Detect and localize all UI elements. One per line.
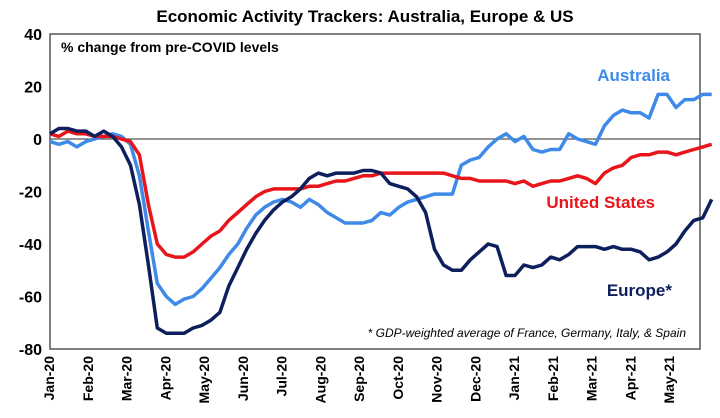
chart-title: Economic Activity Trackers: Australia, E…	[156, 7, 573, 26]
x-tick-label: Aug-20	[312, 356, 328, 404]
x-tick-label: Oct-20	[390, 356, 406, 400]
series-line-europe	[49, 126, 714, 336]
x-tick-label: May-21	[661, 356, 677, 404]
x-tick-label: Feb-20	[80, 356, 96, 401]
x-tick-label: Jun-20	[235, 356, 251, 401]
y-tick-label: 20	[24, 80, 42, 97]
chart-footnote: * GDP-weighted average of France, German…	[368, 326, 687, 340]
x-tick-label: Jul-20	[274, 356, 290, 397]
x-tick-label: Sep-20	[351, 356, 367, 402]
series-line-australia	[49, 92, 712, 307]
x-tick-label: Mar-21	[584, 356, 600, 401]
x-tick-label: Nov-20	[429, 356, 445, 403]
plot-area-frame	[49, 33, 701, 350]
y-tick-label: -60	[19, 290, 42, 307]
y-tick-label: -20	[19, 185, 42, 202]
series-lines	[49, 92, 714, 336]
x-tick-label: May-20	[196, 356, 212, 404]
y-tick-label: 0	[33, 132, 42, 149]
series-label-australia: Australia	[597, 66, 670, 85]
y-tick-label: -40	[19, 237, 42, 254]
y-tick-label: -80	[19, 342, 42, 359]
x-tick-label: Apr-20	[157, 356, 173, 401]
x-tick-label: Apr-21	[622, 356, 638, 401]
y-axis: 40 20 0 -20 -40 -60 -80	[19, 27, 42, 359]
x-tick-label: Jan-20	[41, 356, 57, 401]
x-tick-label: Feb-21	[545, 356, 561, 401]
chart-subtitle: % change from pre-COVID levels	[61, 39, 279, 55]
series-label-europe: Europe*	[607, 281, 673, 300]
y-tick-label: 40	[24, 27, 42, 44]
series-label-united-states: United States	[546, 193, 655, 212]
x-axis: Jan-20 Feb-20 Mar-20 Apr-20 May-20 Jun-20 Jul-…	[41, 356, 677, 404]
x-tick-label: Jan-21	[506, 356, 522, 401]
x-tick-label: Dec-20	[467, 356, 483, 402]
x-tick-label: Mar-20	[119, 356, 135, 401]
